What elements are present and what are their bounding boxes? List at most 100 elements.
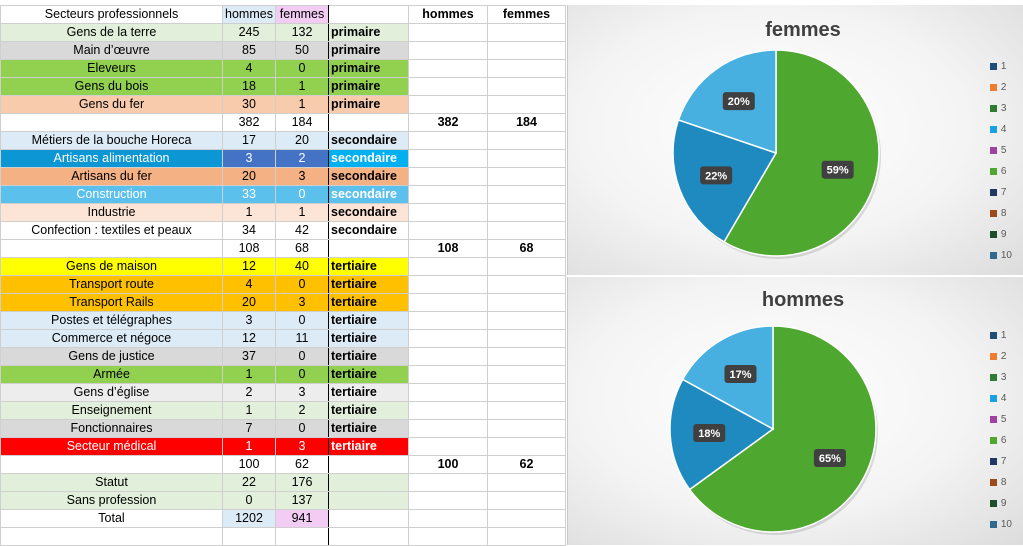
- cell-hommes[interactable]: 37: [222, 347, 276, 366]
- cell-total-femmes[interactable]: [487, 59, 566, 78]
- cell-category[interactable]: primaire: [328, 95, 409, 114]
- cell-total-hommes[interactable]: [408, 437, 488, 456]
- cell-total-hommes[interactable]: [408, 41, 488, 60]
- cell-hommes[interactable]: 22: [222, 473, 276, 492]
- cell-femmes[interactable]: 42: [275, 221, 329, 240]
- cell-sector[interactable]: Confection : textiles et peaux: [0, 221, 223, 240]
- legend-entry[interactable]: 3: [989, 98, 1012, 119]
- legend-entry[interactable]: 9: [989, 493, 1012, 514]
- legend-entry[interactable]: 9: [989, 224, 1012, 245]
- cell-total-femmes[interactable]: 68: [487, 239, 566, 258]
- cell-sector[interactable]: Postes et télégraphes: [0, 311, 223, 330]
- cell-category[interactable]: primaire: [328, 59, 409, 78]
- cell-category[interactable]: secondaire: [328, 149, 409, 168]
- cell-category[interactable]: [328, 473, 409, 492]
- cell-hommes[interactable]: 1202: [222, 509, 276, 528]
- cell-total-hommes[interactable]: [408, 77, 488, 96]
- cell-total-hommes[interactable]: [408, 473, 488, 492]
- cell-category[interactable]: secondaire: [328, 131, 409, 150]
- cell-femmes[interactable]: 3: [275, 167, 329, 186]
- cell-total-femmes[interactable]: [487, 491, 566, 510]
- cell-category[interactable]: tertiaire: [328, 275, 409, 294]
- legend-entry[interactable]: 3: [989, 367, 1012, 388]
- cell-sector[interactable]: Transport Rails: [0, 293, 223, 312]
- cell-category[interactable]: [328, 509, 409, 528]
- cell-hommes[interactable]: 1: [222, 437, 276, 456]
- cell-total-hommes[interactable]: [408, 401, 488, 420]
- cell-sector[interactable]: Gens de maison: [0, 257, 223, 276]
- cell-category[interactable]: tertiaire: [328, 383, 409, 402]
- cell-total-hommes[interactable]: [408, 509, 488, 528]
- header-femmes[interactable]: femmes: [275, 5, 329, 24]
- cell-hommes[interactable]: 2: [222, 383, 276, 402]
- cell-category[interactable]: [328, 239, 409, 258]
- legend-entry[interactable]: 4: [989, 388, 1012, 409]
- chart-hommes[interactable]: hommes 65% 18% 17% 1 2 3 4 5 6 7 8 9 10: [567, 277, 1023, 545]
- cell-category[interactable]: tertiaire: [328, 347, 409, 366]
- cell-femmes[interactable]: 0: [275, 347, 329, 366]
- cell-total-hommes[interactable]: [408, 149, 488, 168]
- cell-femmes[interactable]: 0: [275, 311, 329, 330]
- cell-total-femmes[interactable]: 184: [487, 113, 566, 132]
- cell-sector[interactable]: Fonctionnaires: [0, 419, 223, 438]
- cell-category[interactable]: tertiaire: [328, 311, 409, 330]
- cell-total-femmes[interactable]: 62: [487, 455, 566, 474]
- cell-hommes[interactable]: 17: [222, 131, 276, 150]
- cell-sector[interactable]: Métiers de la bouche Horeca: [0, 131, 223, 150]
- cell-total-femmes[interactable]: [487, 293, 566, 312]
- cell-category[interactable]: secondaire: [328, 221, 409, 240]
- cell-category[interactable]: secondaire: [328, 167, 409, 186]
- legend-entry[interactable]: 10: [989, 514, 1012, 535]
- cell-hommes[interactable]: 1: [222, 203, 276, 222]
- cell-category[interactable]: tertiaire: [328, 329, 409, 348]
- cell-sector[interactable]: Gens d’église: [0, 383, 223, 402]
- cell-total-hommes[interactable]: [408, 383, 488, 402]
- cell-sector[interactable]: Transport route: [0, 275, 223, 294]
- cell-femmes[interactable]: 3: [275, 437, 329, 456]
- cell-femmes[interactable]: 184: [275, 113, 329, 132]
- cell-femmes[interactable]: 0: [275, 185, 329, 204]
- cell-total-hommes[interactable]: 100: [408, 455, 488, 474]
- cell-hommes[interactable]: 245: [222, 23, 276, 42]
- cell-hommes[interactable]: 4: [222, 59, 276, 78]
- cell-femmes[interactable]: 3: [275, 293, 329, 312]
- cell-hommes[interactable]: 30: [222, 95, 276, 114]
- cell-total-femmes[interactable]: [487, 77, 566, 96]
- cell-total-hommes[interactable]: [408, 293, 488, 312]
- cell-category[interactable]: tertiaire: [328, 293, 409, 312]
- cell-total-femmes[interactable]: [487, 509, 566, 528]
- legend-entry[interactable]: 6: [989, 161, 1012, 182]
- cell-hommes[interactable]: 34: [222, 221, 276, 240]
- cell-total-hommes[interactable]: [408, 23, 488, 42]
- cell-category[interactable]: primaire: [328, 23, 409, 42]
- cell-category[interactable]: tertiaire: [328, 419, 409, 438]
- legend-entry[interactable]: 7: [989, 182, 1012, 203]
- cell-femmes[interactable]: 0: [275, 59, 329, 78]
- cell-total-hommes[interactable]: [408, 365, 488, 384]
- cell-hommes[interactable]: 7: [222, 419, 276, 438]
- cell-sector[interactable]: Gens de justice: [0, 347, 223, 366]
- cell-sector[interactable]: [0, 527, 223, 546]
- cell-femmes[interactable]: 176: [275, 473, 329, 492]
- cell-total-hommes[interactable]: [408, 491, 488, 510]
- legend-entry[interactable]: 8: [989, 203, 1012, 224]
- header-total-femmes[interactable]: femmes: [487, 5, 566, 24]
- cell-hommes[interactable]: 1: [222, 365, 276, 384]
- cell-total-femmes[interactable]: [487, 329, 566, 348]
- header-total-hommes[interactable]: hommes: [408, 5, 488, 24]
- cell-sector[interactable]: [0, 239, 223, 258]
- cell-total-femmes[interactable]: [487, 95, 566, 114]
- cell-hommes[interactable]: 100: [222, 455, 276, 474]
- cell-sector[interactable]: Total: [0, 509, 223, 528]
- cell-category[interactable]: primaire: [328, 41, 409, 60]
- cell-sector[interactable]: [0, 455, 223, 474]
- cell-total-femmes[interactable]: [487, 365, 566, 384]
- cell-total-femmes[interactable]: [487, 275, 566, 294]
- cell-hommes[interactable]: 20: [222, 167, 276, 186]
- legend-entry[interactable]: 8: [989, 472, 1012, 493]
- cell-femmes[interactable]: [275, 527, 329, 546]
- cell-hommes[interactable]: 382: [222, 113, 276, 132]
- header-hommes[interactable]: hommes: [222, 5, 276, 24]
- cell-sector[interactable]: Industrie: [0, 203, 223, 222]
- cell-sector[interactable]: Commerce et négoce: [0, 329, 223, 348]
